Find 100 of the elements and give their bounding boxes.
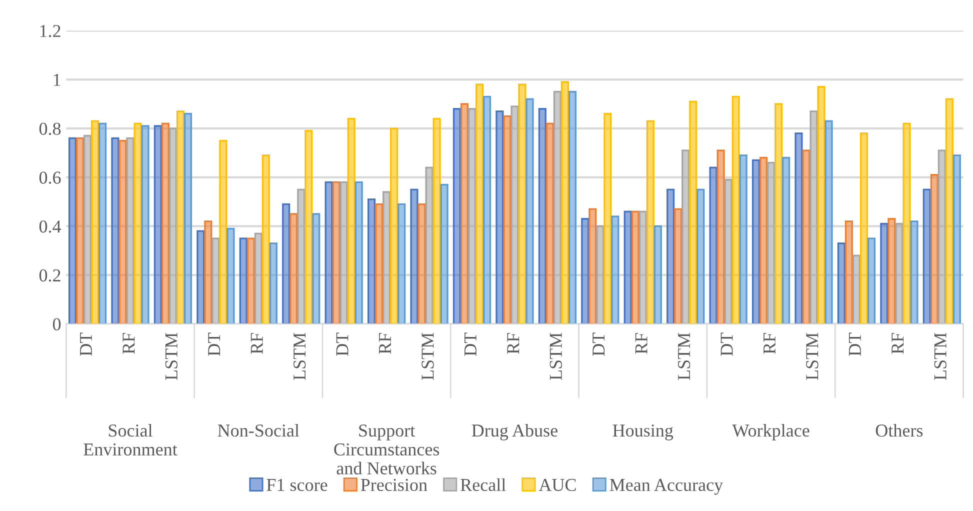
x-tick-label: RF — [635, 332, 648, 354]
x-tick-label: DT — [80, 332, 92, 356]
bar — [324, 181, 333, 324]
bar — [716, 150, 725, 324]
text: Non-Social — [218, 424, 300, 437]
bar — [354, 181, 363, 324]
bar — [184, 112, 192, 324]
bar — [282, 203, 290, 324]
bar — [290, 213, 298, 324]
y-tick-label: 0.2 — [39, 269, 60, 282]
x-tick-label: RF — [892, 332, 904, 354]
x-tick-label: LSTM — [422, 332, 434, 380]
x-tick-label: LSTM — [806, 332, 818, 380]
bar — [588, 208, 597, 324]
bar — [682, 150, 690, 324]
x-tick-label: LSTM — [165, 332, 178, 380]
bar — [732, 96, 740, 324]
text: Social Environment — [84, 424, 178, 456]
legend-label: F1 score — [266, 478, 328, 492]
bar — [817, 86, 826, 324]
bar — [774, 103, 783, 324]
bar — [624, 210, 632, 324]
bar — [212, 238, 220, 324]
bar — [204, 220, 212, 324]
x-tick-label: DT — [592, 332, 605, 356]
bar — [340, 181, 348, 324]
bar — [560, 81, 569, 324]
x-tick-label: RF — [507, 332, 520, 354]
x-tick-label: DT — [720, 332, 733, 356]
bar — [254, 232, 262, 324]
bar — [118, 140, 127, 324]
bar — [837, 242, 846, 324]
bar — [111, 137, 120, 324]
bar — [759, 156, 768, 324]
x-tick-label: DT — [464, 332, 476, 356]
bar — [440, 184, 448, 324]
bar — [604, 112, 612, 324]
bar — [810, 110, 818, 324]
bar — [538, 108, 546, 324]
bar — [867, 238, 876, 324]
bar — [666, 188, 675, 324]
text: Drug Abuse — [472, 424, 558, 440]
bar — [654, 225, 662, 324]
x-tick-label: DT — [336, 332, 348, 356]
y-tick-label: 1.2 — [40, 24, 60, 38]
bar — [452, 108, 461, 324]
bar — [269, 242, 278, 324]
bar — [952, 154, 961, 324]
bar — [432, 118, 441, 324]
bar — [475, 84, 484, 324]
bar — [526, 98, 534, 324]
bar — [91, 120, 100, 324]
bar — [568, 90, 577, 324]
bar — [483, 96, 492, 324]
text: Others — [876, 424, 923, 437]
bar — [844, 220, 853, 324]
legend-label: AUC — [538, 478, 576, 492]
x-tick-label: LSTM — [294, 332, 306, 380]
bar — [922, 188, 931, 324]
bar — [503, 115, 512, 324]
bar — [930, 174, 938, 324]
bar — [176, 110, 185, 324]
bar — [910, 220, 918, 324]
bar — [410, 188, 418, 324]
y-tick-label: 0.6 — [39, 172, 61, 184]
x-tick-label: RF — [379, 332, 391, 354]
bar — [581, 218, 590, 324]
bar — [709, 166, 718, 324]
bar — [347, 118, 356, 324]
bar — [782, 156, 790, 324]
x-tick-label: RF — [250, 332, 263, 354]
bar — [68, 137, 77, 324]
bar — [767, 162, 776, 324]
bar — [880, 222, 888, 324]
bar — [219, 140, 228, 324]
bar — [945, 98, 954, 324]
bar — [382, 191, 391, 324]
bar — [226, 228, 235, 324]
bar — [739, 154, 748, 324]
bar — [860, 132, 868, 324]
y-tick-label: 0.4 — [39, 220, 62, 233]
bar — [367, 198, 376, 324]
bar — [425, 166, 434, 324]
bar — [802, 150, 810, 324]
bar — [546, 122, 554, 324]
bar — [518, 84, 526, 324]
bar — [375, 203, 384, 324]
y-tick-label: 0 — [52, 318, 61, 330]
bar — [794, 132, 803, 324]
bar — [631, 210, 640, 324]
bar — [852, 254, 860, 324]
bar — [895, 222, 904, 324]
bar — [553, 90, 562, 324]
legend-label: Mean Accuracy — [610, 478, 724, 495]
bar — [134, 122, 142, 324]
bar — [888, 218, 896, 324]
bar — [83, 134, 92, 324]
bar — [168, 128, 177, 324]
bar — [262, 154, 270, 324]
x-tick-label: LSTM — [550, 332, 562, 380]
